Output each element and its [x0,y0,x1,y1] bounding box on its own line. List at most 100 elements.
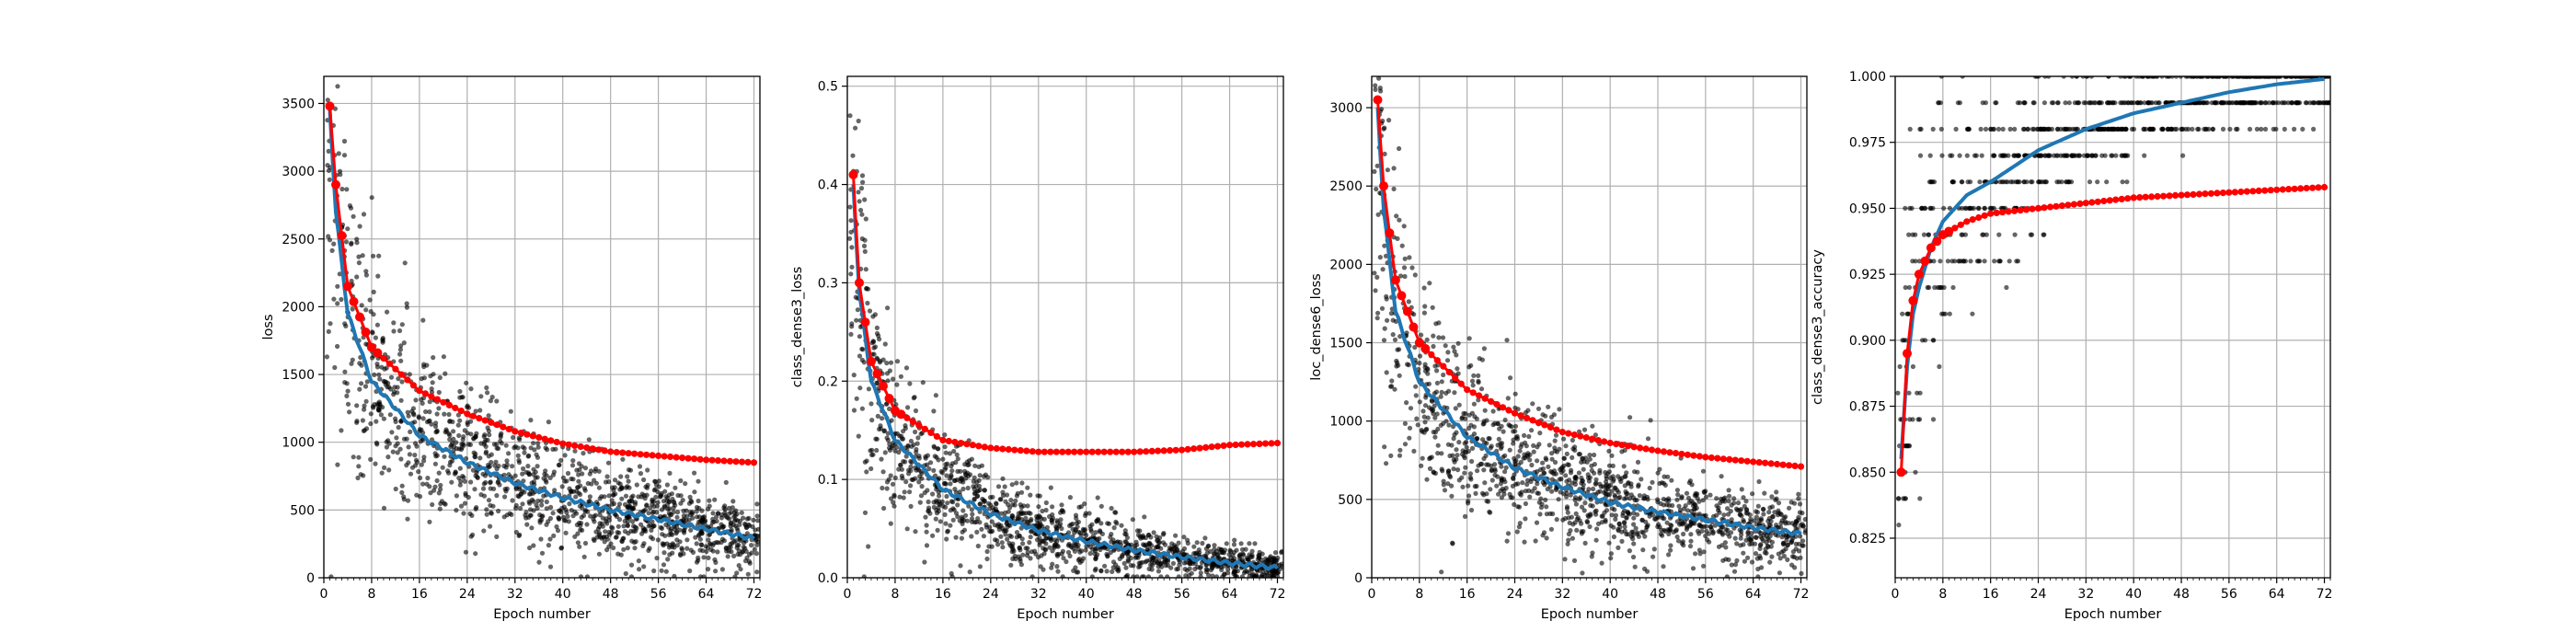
batch-point [1574,527,1580,534]
batch-point [1787,505,1792,511]
val-marker [1379,181,1388,191]
batch-point [698,574,704,578]
y-axis-label: loc_dense6_loss [1309,273,1324,380]
batch-point [588,513,593,519]
batch-point [659,507,665,512]
batch-point [397,446,403,452]
val-marker [1402,306,1412,316]
y-tick-label: 1000 [282,436,315,451]
batch-point [339,186,345,192]
batch-point [1592,452,1597,458]
batch-point [363,272,369,278]
batch-point [647,546,652,551]
batch-point [554,523,559,530]
batch-point [1684,526,1689,533]
batch-point [859,173,866,178]
batch-point [913,408,919,414]
batch-point [542,471,547,477]
batch-point [1581,466,1586,472]
batch-point [632,524,638,530]
batch-point [1745,531,1751,536]
batch-point [976,464,982,469]
batch-point [628,574,635,578]
batch-point [627,485,632,490]
batch-point [669,512,674,518]
batch-point [755,534,760,539]
batch-point [942,480,948,486]
batch-point [959,514,964,520]
batch-point [506,472,512,477]
batch-point [1606,540,1612,546]
batch-point [670,550,675,556]
batch-point [925,462,930,467]
batch-point [1788,540,1794,546]
batch-point [658,493,663,499]
batch-point [920,380,926,385]
batch-point [1122,531,1128,537]
batch-point [948,481,953,487]
val-marker [933,432,941,440]
val-marker [373,348,383,358]
batch-point [1148,562,1154,568]
batch-point [1224,541,1229,546]
batch-point [1719,543,1725,548]
batch-point [706,537,711,543]
batch-point [1734,541,1740,546]
batch-point [697,536,704,542]
batch-point [347,409,352,415]
batch-point [1790,549,1796,555]
batch-point [1589,467,1594,474]
batch-point [1374,274,1380,280]
val-marker [1684,451,1691,458]
batch-point [905,405,911,410]
batch-point [923,514,928,520]
batch-point [1156,569,1161,574]
batch-point [659,568,664,573]
batch-point [1937,363,1942,370]
batch-point [1564,451,1570,456]
batch-point [937,493,942,499]
batch-point [1255,557,1260,562]
val-series [1373,95,1805,470]
batch-point [1521,455,1526,461]
batch-point [1054,552,1060,558]
batch-point [1576,429,1582,434]
batch-point [1392,386,1397,392]
batch-point [863,216,868,222]
batch-point [1413,384,1419,389]
batch-point [419,462,424,467]
batch-point [891,500,896,505]
val-marker [637,451,644,458]
batch-point [1459,475,1465,480]
val-marker [464,410,471,418]
val-marker [547,437,555,444]
batch-point [1727,534,1732,539]
batch-point [504,458,510,464]
batch-point [369,195,374,201]
batch-point [1406,362,1411,368]
batch-point [1029,574,1035,578]
val-marker [1517,412,1524,420]
batch-point [871,345,877,351]
batch-point [1459,452,1466,457]
batch-point [1117,556,1122,562]
batch-point [562,453,568,458]
val-marker [1642,445,1650,453]
val-marker [1249,441,1258,448]
val-marker [860,317,870,328]
batch-point [860,179,866,185]
batch-point [1434,368,1440,374]
batch-point [1441,482,1446,488]
batch-point [1759,536,1765,542]
batch-point [908,438,914,444]
val-marker [1035,448,1042,455]
batch-point [750,523,755,530]
batch-point [501,472,507,477]
batch-point [432,484,438,489]
batch-point [1581,482,1586,488]
batch-point [1802,516,1807,523]
batch-point [547,564,554,569]
batch-point [1581,427,1588,432]
val-marker [969,442,976,449]
